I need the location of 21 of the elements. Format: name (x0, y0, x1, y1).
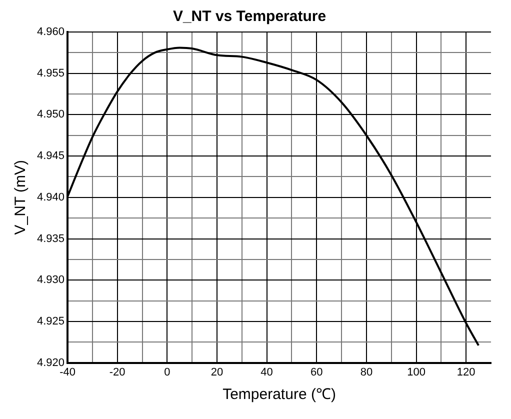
y-tick-label: 4.950 (36, 108, 65, 121)
y-tick-label: 4.955 (36, 67, 65, 80)
x-tick-label: 120 (456, 366, 476, 378)
y-tick-label: 4.925 (36, 315, 65, 328)
x-axis-title: Temperature (℃) (222, 386, 336, 404)
x-tick-label: 60 (310, 366, 323, 378)
x-tick-label: 40 (260, 366, 273, 378)
x-tick-label: -40 (60, 366, 76, 378)
y-tick-label: 4.930 (36, 274, 65, 286)
x-tick-label: 80 (360, 366, 373, 378)
y-axis-title: V_NT (mV) (12, 160, 30, 235)
x-tick-label: 0 (164, 366, 170, 378)
chart-title: V_NT vs Temperature (172, 8, 326, 26)
y-tick-label: 4.960 (36, 26, 65, 38)
y-tick-label: 4.935 (36, 232, 65, 245)
x-tick-label: 20 (210, 366, 224, 378)
y-tick-label: 4.920 (36, 356, 65, 369)
y-tick-label: 4.940 (36, 191, 65, 204)
x-tick-label: -20 (109, 366, 126, 378)
y-tick-label: 4.945 (36, 150, 65, 162)
x-tick-label: 100 (407, 366, 426, 378)
